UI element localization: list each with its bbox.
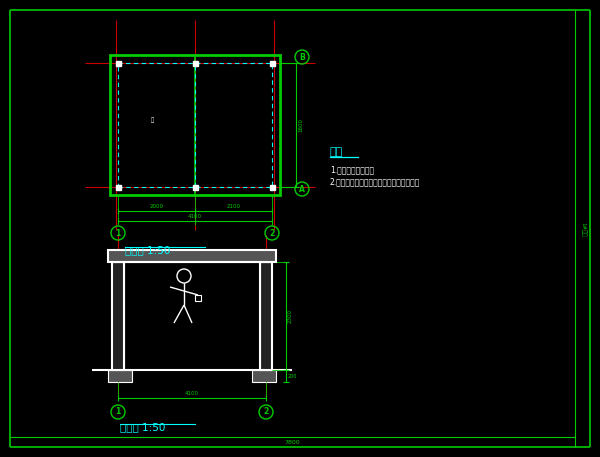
Bar (108, 250, 276, 262)
Text: 1.未标注尺寸单位，: 1.未标注尺寸单位， (330, 165, 374, 174)
Bar (108, 370, 132, 382)
Text: 平面图 1:50: 平面图 1:50 (125, 245, 170, 255)
Text: 1: 1 (115, 408, 121, 416)
Bar (193, 185, 197, 190)
Text: 2: 2 (263, 408, 269, 416)
Bar (269, 60, 275, 65)
Bar (193, 60, 197, 65)
Text: B: B (299, 53, 305, 62)
Bar (118, 63, 272, 187)
Text: A: A (299, 185, 305, 193)
Bar (269, 185, 275, 190)
Text: 2100: 2100 (227, 204, 241, 209)
Text: 2000: 2000 (149, 204, 163, 209)
Text: 2.此屏展为一次流透模板，请多多权进行。: 2.此屏展为一次流透模板，请多多权进行。 (330, 177, 421, 186)
Text: 4100: 4100 (185, 391, 199, 396)
Bar (115, 60, 121, 65)
Text: 1600: 1600 (298, 118, 303, 132)
Bar (252, 370, 276, 382)
Bar (195, 295, 201, 301)
Text: 剪面图 1:50: 剪面图 1:50 (120, 422, 166, 432)
Bar (115, 185, 121, 190)
Text: 1#展板: 1#展板 (580, 222, 586, 236)
Text: 中: 中 (151, 117, 154, 123)
Text: 2300: 2300 (288, 309, 293, 323)
Bar (260, 262, 272, 370)
Text: 说明: 说明 (330, 147, 343, 157)
Bar (112, 262, 124, 370)
Text: 2: 2 (269, 228, 275, 238)
Text: 1: 1 (115, 228, 121, 238)
Text: 7800: 7800 (284, 440, 300, 445)
Bar (110, 55, 280, 195)
Text: 4100: 4100 (188, 214, 202, 219)
Text: 200: 200 (288, 373, 298, 378)
